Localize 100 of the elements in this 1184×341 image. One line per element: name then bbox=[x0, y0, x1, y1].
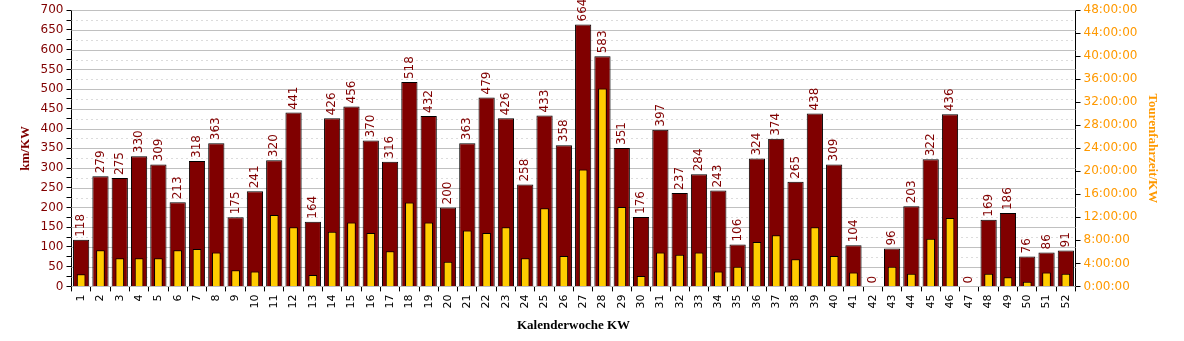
y-tick-label: 600 bbox=[40, 41, 64, 56]
y2-tick-label: 4:00:00 bbox=[1083, 255, 1130, 270]
x-tick-label: 27 bbox=[576, 294, 590, 309]
data-label: 441 bbox=[285, 86, 300, 110]
x-tick-label: 52 bbox=[1058, 294, 1072, 309]
data-label: 320 bbox=[266, 134, 281, 158]
y2-tick-label: 8:00:00 bbox=[1083, 232, 1130, 247]
y-tick-label: 400 bbox=[40, 120, 64, 135]
x-tick-label: 26 bbox=[556, 294, 570, 309]
data-label: 203 bbox=[903, 180, 918, 204]
x-tick-label: 49 bbox=[1000, 294, 1014, 309]
data-label: 456 bbox=[343, 80, 358, 104]
data-label: 433 bbox=[536, 89, 551, 113]
data-label: 200 bbox=[440, 181, 455, 205]
x-tick-label: 45 bbox=[923, 294, 937, 309]
data-label: 518 bbox=[401, 56, 416, 80]
y2-tick-label: 36:00:00 bbox=[1083, 71, 1138, 86]
data-label: 91 bbox=[1057, 232, 1072, 248]
data-label: 370 bbox=[362, 114, 377, 138]
x-axis-title: Kalenderwoche KW bbox=[517, 316, 631, 332]
x-tick-label: 19 bbox=[421, 294, 435, 309]
x-tick-label: 2 bbox=[93, 294, 107, 302]
x-tick-label: 30 bbox=[633, 294, 647, 309]
y-tick-label: 650 bbox=[40, 22, 64, 37]
data-label: 241 bbox=[247, 165, 262, 189]
data-label: 316 bbox=[382, 135, 397, 159]
y2-tick-label: 48:00:00 bbox=[1083, 2, 1138, 17]
y2-tick-label: 24:00:00 bbox=[1083, 140, 1138, 155]
data-label: 243 bbox=[710, 164, 725, 188]
data-label: 436 bbox=[942, 88, 957, 112]
data-label: 237 bbox=[671, 166, 686, 190]
data-label: 0 bbox=[864, 275, 879, 284]
data-label: 279 bbox=[92, 150, 107, 174]
data-label: 86 bbox=[1038, 234, 1053, 250]
data-label: 330 bbox=[131, 130, 146, 154]
data-label: 104 bbox=[845, 219, 860, 243]
x-tick-label: 31 bbox=[653, 294, 667, 309]
x-tick-label: 23 bbox=[498, 294, 512, 309]
x-tick-label: 17 bbox=[382, 294, 396, 309]
data-label: 284 bbox=[691, 148, 706, 172]
x-tick-label: 50 bbox=[1020, 294, 1034, 309]
x-tick-label: 43 bbox=[884, 294, 898, 309]
x-tick-label: 12 bbox=[286, 294, 300, 309]
data-label: 169 bbox=[980, 193, 995, 217]
x-tick-label: 16 bbox=[363, 294, 377, 309]
y-tick-label: 500 bbox=[40, 81, 64, 96]
y-tick-label: 100 bbox=[40, 239, 64, 254]
x-tick-label: 39 bbox=[807, 294, 821, 309]
y-axis-title: km/KW bbox=[17, 125, 33, 171]
y-tick-label: 450 bbox=[40, 100, 64, 115]
data-label: 258 bbox=[517, 158, 532, 182]
x-tick-label: 1 bbox=[74, 294, 88, 302]
data-label: 363 bbox=[459, 117, 474, 141]
data-label: 118 bbox=[73, 213, 88, 237]
data-label: 106 bbox=[729, 218, 744, 242]
y-tick-label: 150 bbox=[40, 219, 64, 234]
y-tick-label: 300 bbox=[40, 160, 64, 175]
x-tick-label: 3 bbox=[112, 294, 126, 302]
x-tick-label: 14 bbox=[325, 294, 339, 309]
x-tick-label: 38 bbox=[788, 294, 802, 309]
y2-axis-title: Tourenfahrzeit/KW bbox=[1145, 93, 1161, 204]
y-tick-label: 0 bbox=[55, 278, 64, 293]
data-label: 309 bbox=[826, 138, 841, 162]
x-tick-label: 18 bbox=[402, 294, 416, 309]
data-label: 363 bbox=[208, 117, 223, 141]
x-tick-label: 10 bbox=[247, 294, 261, 309]
x-tick-label: 20 bbox=[440, 294, 454, 309]
x-tick-label: 28 bbox=[595, 294, 609, 309]
data-label: 318 bbox=[189, 135, 204, 158]
y-tick-label: 200 bbox=[40, 199, 64, 214]
x-tick-label: 4 bbox=[131, 294, 145, 302]
data-label: 275 bbox=[111, 151, 126, 175]
x-tick-label: 24 bbox=[518, 294, 532, 309]
data-label: 309 bbox=[150, 138, 165, 162]
y2-tick-label: 40:00:00 bbox=[1083, 48, 1138, 63]
y2-tick-label: 0:00:00 bbox=[1083, 278, 1130, 293]
data-label: 213 bbox=[169, 176, 184, 200]
y2-tick-label: 44:00:00 bbox=[1083, 25, 1138, 40]
x-tick-label: 8 bbox=[209, 294, 223, 302]
x-tick-label: 29 bbox=[614, 294, 628, 309]
x-tick-label: 7 bbox=[189, 294, 203, 302]
data-label: 358 bbox=[555, 119, 570, 143]
x-tick-label: 47 bbox=[962, 294, 976, 309]
data-label: 76 bbox=[1019, 238, 1034, 254]
y2-tick-label: 16:00:00 bbox=[1083, 186, 1138, 201]
x-tick-label: 34 bbox=[711, 294, 725, 309]
x-tick-label: 37 bbox=[769, 294, 783, 309]
x-tick-label: 44 bbox=[904, 294, 918, 309]
x-tick-label: 13 bbox=[305, 294, 319, 309]
data-label: 664 bbox=[575, 0, 590, 22]
x-tick-label: 5 bbox=[151, 294, 165, 302]
x-tick-label: 25 bbox=[537, 294, 551, 309]
data-label: 374 bbox=[768, 112, 783, 136]
y-tick-label: 350 bbox=[40, 140, 64, 155]
x-tick-label: 15 bbox=[344, 294, 358, 309]
data-label: 176 bbox=[633, 191, 648, 214]
x-tick-label: 48 bbox=[981, 294, 995, 309]
x-tick-label: 42 bbox=[865, 294, 879, 309]
data-label: 351 bbox=[613, 122, 628, 145]
x-tick-label: 40 bbox=[827, 294, 841, 309]
